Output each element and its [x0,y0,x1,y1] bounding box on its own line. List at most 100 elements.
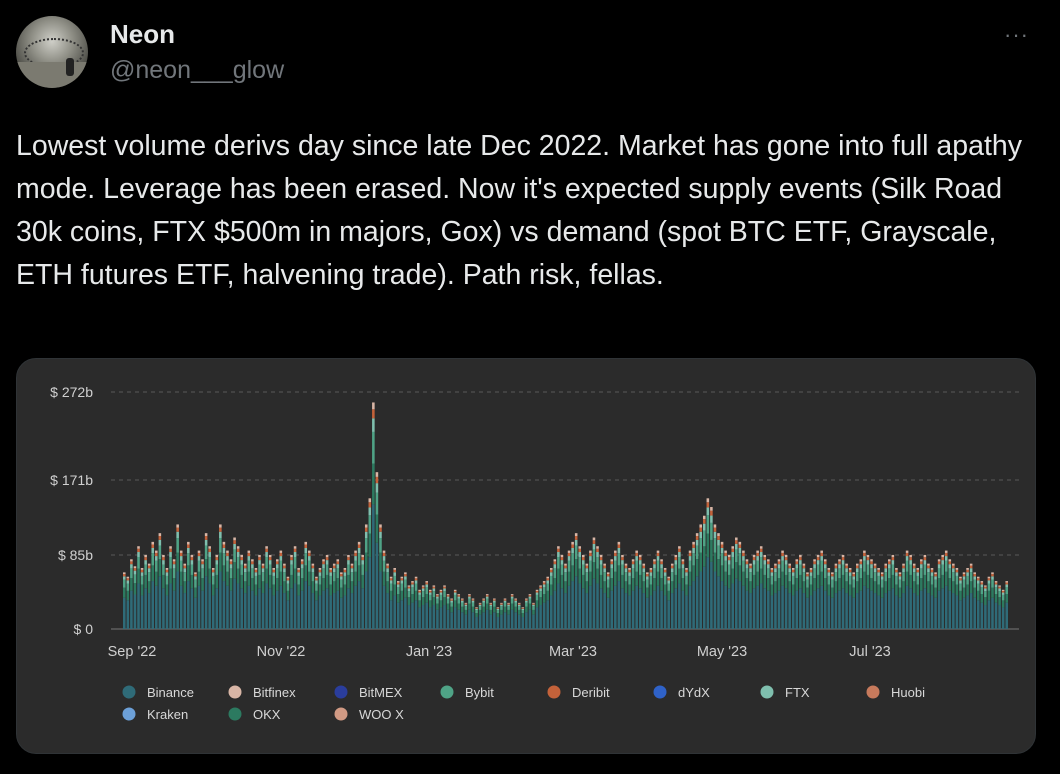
bar-segment [923,560,927,565]
legend-item[interactable]: BitMEX [334,685,403,700]
bar-segment [695,536,699,540]
bar-segment [404,574,407,577]
chart-card[interactable]: $ 0 $ 85b $ 171b $ 272b Sep '22 Nov '22 Jan '… [16,358,1036,754]
bar-segment [276,590,279,629]
bar-stack [240,554,243,629]
author-name[interactable]: Neon [110,19,175,49]
bar-segment [468,595,471,597]
bar-segment [642,593,646,629]
bar-segment [763,574,767,589]
bar-segment [702,519,706,524]
bar-segment [493,598,496,600]
bar-segment [293,568,297,584]
legend-item[interactable]: Bitfinex [228,685,297,700]
legend-item[interactable]: Deribit [547,685,610,700]
bar-segment [364,571,368,629]
bar-segment [222,544,226,548]
bar-segment [169,546,172,549]
legend-item[interactable]: Huobi [866,685,926,700]
bar-stack [927,563,930,629]
bar-stack [475,607,478,629]
bar-segment [332,565,336,569]
bar-stack [404,572,407,629]
legend-item[interactable]: Kraken [122,707,189,722]
bar-segment [315,590,318,601]
bar-segment [713,527,717,532]
bar-segment [279,556,283,561]
bar-segment [987,590,991,601]
bar-segment [329,569,332,573]
bar-segment [831,597,834,629]
bar-segment [713,531,717,539]
bar-segment [745,568,749,579]
bar-segment [809,595,813,629]
bar-segment [984,597,987,606]
bar-segment [994,582,998,585]
bar-segment [930,584,934,596]
bar-segment [503,598,507,600]
bar-segment [852,587,855,598]
bar-segment [962,587,966,598]
bar-segment [1005,581,1009,583]
bar-segment [827,595,831,629]
bar-stack [549,568,553,629]
bar-segment [315,600,318,629]
bar-segment [994,602,998,629]
bar-stack [147,563,151,629]
bar-segment [236,583,240,629]
bar-segment [219,527,222,532]
avatar[interactable] [16,16,88,88]
bar-segment [834,563,838,566]
bar-segment [795,590,799,629]
bar-segment [457,598,461,604]
legend-swatch [866,685,880,699]
bar-segment [347,588,350,629]
bar-segment [742,571,745,586]
bar-segment [596,548,599,553]
more-options-icon[interactable]: ··· [1004,22,1029,47]
bar-segment [1001,600,1005,608]
bar-segment [731,568,735,584]
bar-segment [229,568,233,579]
legend-item[interactable]: dYdX [653,685,711,700]
bar-segment [485,596,489,599]
bar-segment [628,569,631,573]
author-handle[interactable]: @neon___glow [110,56,285,84]
bar-segment [646,579,649,588]
bar-segment [1005,594,1009,603]
bar-segment [340,576,343,580]
bar-stack [194,572,197,629]
bar-segment [162,564,165,575]
legend-item[interactable]: Binance [122,685,194,700]
bar-segment [845,593,848,629]
legend-item[interactable]: OKX [228,707,281,722]
bar-segment [649,575,653,585]
bar-segment [304,553,308,566]
legend-item[interactable]: FTX [760,685,810,700]
bar-stack [656,550,660,629]
bar-segment [592,562,596,579]
legend-item[interactable]: WOO X [334,707,405,722]
bar-segment [788,593,791,629]
bar-segment [183,568,187,573]
bar-stack [592,537,596,629]
bar-segment [236,548,240,553]
bar-stack [414,576,418,629]
bar-segment [372,431,375,464]
bar-stack [898,572,902,629]
legend-item[interactable]: Bybit [440,685,495,700]
bar-segment [873,593,877,629]
bar-segment [446,598,450,604]
bar-segment [382,556,386,561]
bar-segment [980,594,984,603]
bar-segment [742,552,745,557]
bar-segment [272,568,276,570]
bar-segment [393,595,396,629]
bar-segment [322,561,325,565]
bar-segment [158,536,162,540]
bar-segment [966,572,969,576]
bar-segment [998,591,1001,598]
bar-segment [219,552,222,572]
bar-segment [425,594,429,603]
bar-segment [286,580,290,584]
